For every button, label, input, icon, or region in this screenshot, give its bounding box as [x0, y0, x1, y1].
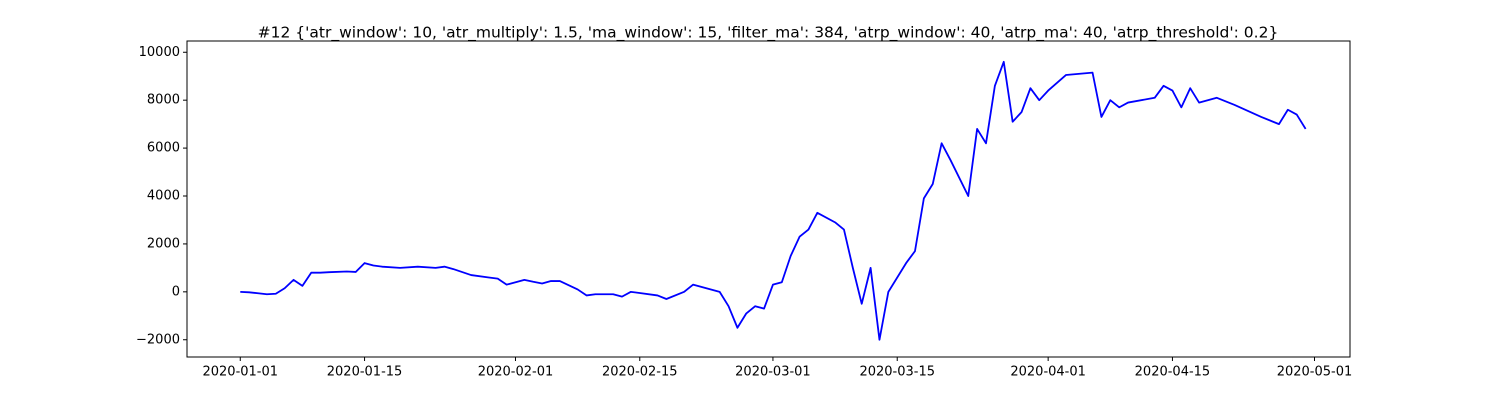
- x-tick-label: 2020-01-15: [327, 365, 403, 380]
- x-tick-label: 2020-04-01: [1010, 365, 1086, 380]
- chart-title: #12 {'atr_window': 10, 'atr_multiply': 1…: [258, 24, 1279, 43]
- plot-frame: [186, 40, 1351, 358]
- x-tick-label: 2020-05-01: [1277, 365, 1353, 380]
- x-tick-label: 2020-01-01: [202, 365, 278, 380]
- y-tick-label: 6000: [147, 141, 180, 156]
- y-tick-label: 0: [172, 284, 180, 299]
- line: [240, 60, 1307, 341]
- x-tick-label: 2020-03-01: [735, 365, 811, 380]
- y-tick-label: 4000: [147, 189, 180, 204]
- x-tick-label: 2020-03-15: [859, 365, 935, 380]
- y-tick-label: 10000: [139, 45, 180, 60]
- x-tick-label: 2020-02-01: [478, 365, 554, 380]
- x-tick-label: 2020-02-15: [602, 365, 678, 380]
- x-tick-label: 2020-04-15: [1135, 365, 1211, 380]
- y-tick-label: 8000: [147, 93, 180, 108]
- y-tick-label: 2000: [147, 236, 180, 251]
- y-tick-label: −2000: [136, 332, 180, 347]
